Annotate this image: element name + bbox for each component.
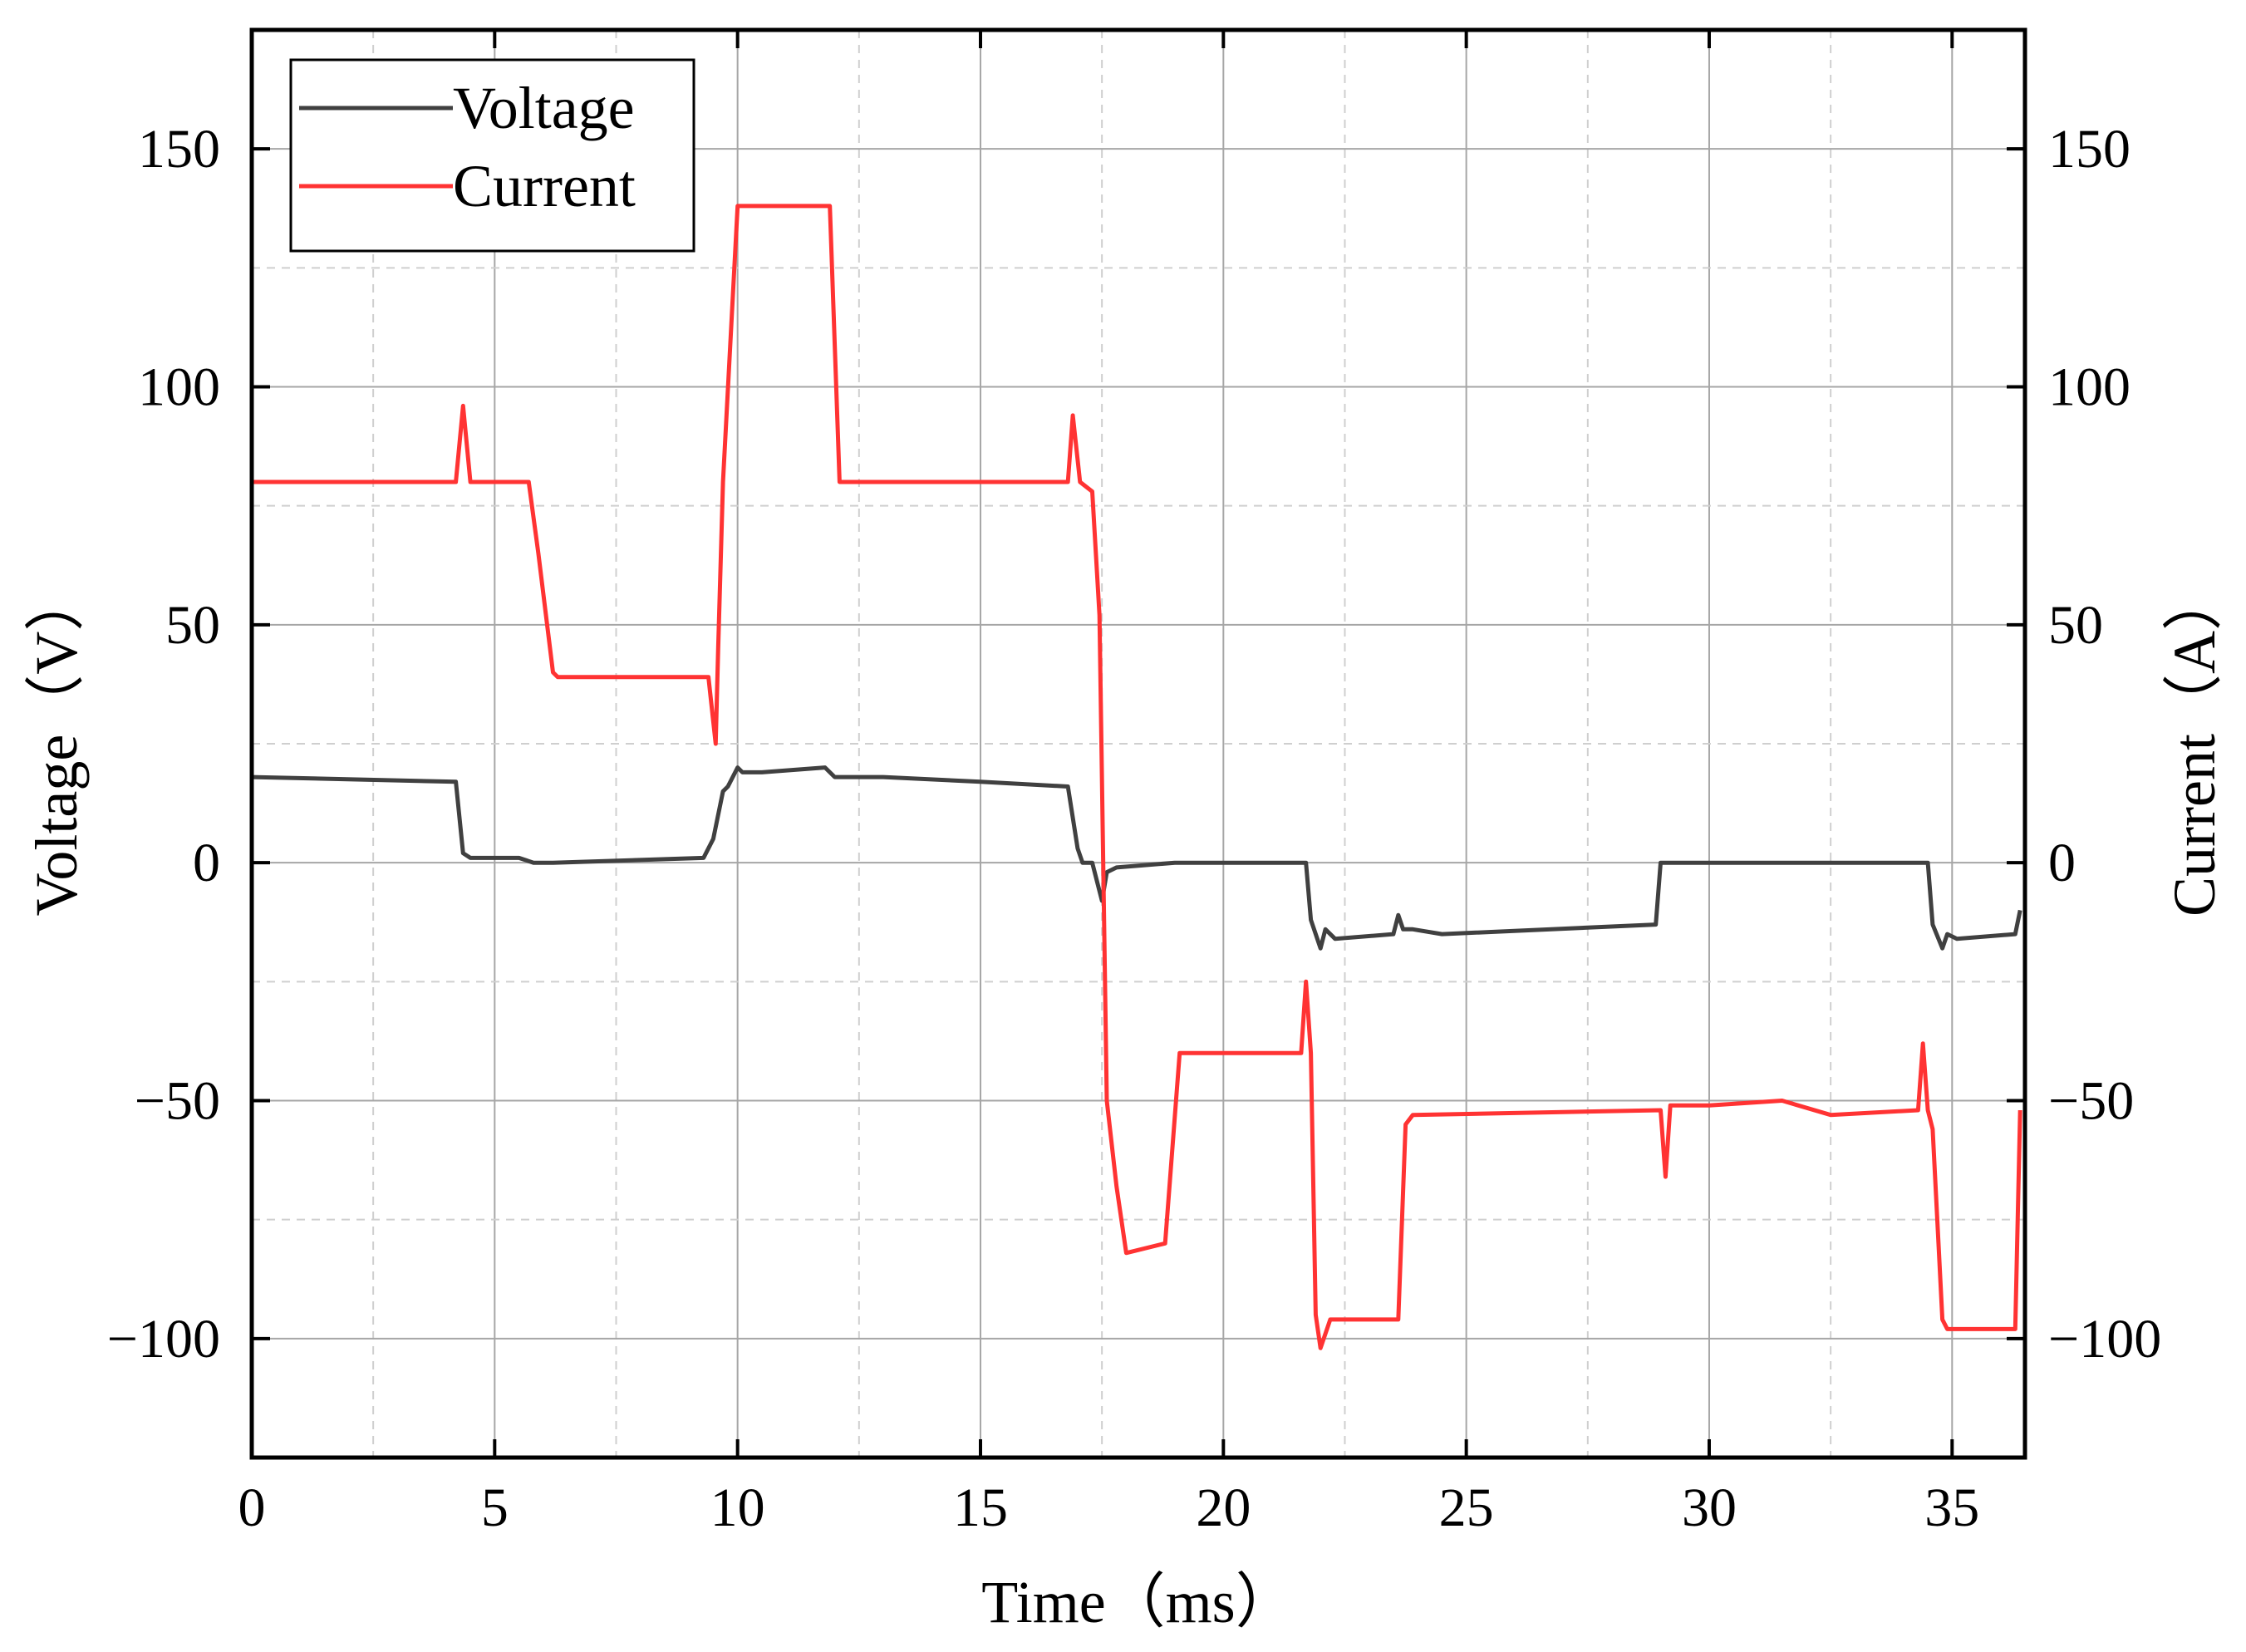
series-layer <box>251 204 2022 1350</box>
right-y-tick-label: 100 <box>2048 357 2131 418</box>
series-line-voltage <box>251 765 2022 951</box>
right-axis-title: Current（A） <box>2161 571 2228 917</box>
left-y-tick-label: 50 <box>165 595 220 656</box>
x-tick-label: 15 <box>953 1477 1008 1538</box>
left-y-tick-label: −100 <box>107 1309 220 1369</box>
right-y-tick-label: −100 <box>2048 1309 2161 1369</box>
right-y-tick-label: −50 <box>2048 1071 2134 1132</box>
right-y-tick-label: 50 <box>2048 595 2103 656</box>
x-axis-title: Time（ms） <box>981 1569 1295 1635</box>
x-tick-label: 0 <box>238 1477 266 1538</box>
legend: Voltage Current <box>289 58 695 253</box>
series-line-current <box>252 204 2022 1350</box>
x-tick-label: 10 <box>710 1477 765 1538</box>
right-y-tick-label: 0 <box>2048 833 2076 893</box>
x-tick-label: 25 <box>1439 1477 1494 1538</box>
x-tick-label: 35 <box>1924 1477 1979 1538</box>
left-y-tick-label: 0 <box>193 833 220 893</box>
legend-voltage-label: Voltage <box>453 75 635 141</box>
left-axis-title: Voltage（V） <box>23 572 90 917</box>
left-y-tick-label: 100 <box>138 357 220 418</box>
x-tick-label: 30 <box>1682 1477 1737 1538</box>
x-tick-label: 5 <box>481 1477 509 1538</box>
left-y-tick-label: −50 <box>135 1071 220 1132</box>
right-y-tick-label: 150 <box>2048 119 2131 179</box>
x-tick-label: 20 <box>1196 1477 1251 1538</box>
tick-layer: 0 5 10 15 20 25 30 35 150 150 100 100 50 50 0 0 −50 −50 −1… <box>107 30 2161 1538</box>
legend-frame <box>289 58 695 253</box>
left-y-tick-label: 150 <box>138 119 220 179</box>
plot-frame <box>249 27 2027 1460</box>
legend-current-label: Current <box>453 153 636 219</box>
